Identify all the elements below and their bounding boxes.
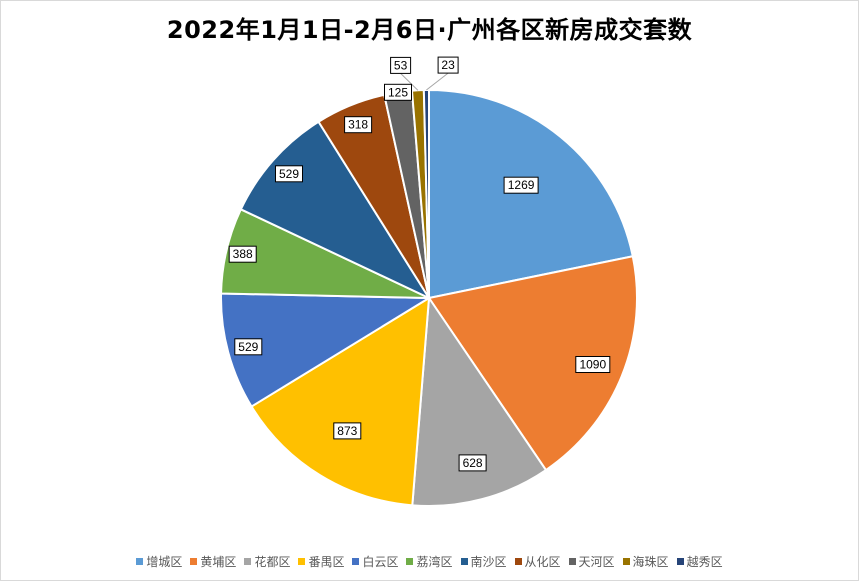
pie-slice-1 xyxy=(428,88,634,300)
svg-text:628: 628 xyxy=(463,456,483,470)
data-label-4: 873 xyxy=(333,422,362,440)
data-label-7: 529 xyxy=(275,165,303,183)
legend-swatch xyxy=(298,558,306,565)
legend-item-7: 南沙区 xyxy=(460,553,507,570)
legend-item-8: 从化区 xyxy=(514,553,561,570)
data-label-5: 529 xyxy=(234,338,263,356)
svg-text:388: 388 xyxy=(233,247,253,261)
legend: 增城区 黄埔区 花都区 番禺区 白云区 荔湾区 南沙区 从化区 天河区 海珠区 越秀区 xyxy=(0,553,859,570)
pie-slice-2 xyxy=(427,255,638,472)
legend-label: 天河区 xyxy=(578,555,615,569)
legend-label: 南沙区 xyxy=(470,555,507,569)
legend-swatch xyxy=(352,558,360,565)
legend-swatch xyxy=(676,558,684,565)
svg-text:53: 53 xyxy=(394,58,408,72)
legend-item-5: 白云区 xyxy=(352,553,398,570)
data-label-8: 318 xyxy=(344,116,373,134)
legend-label: 海珠区 xyxy=(632,555,669,569)
legend-swatch xyxy=(190,558,198,565)
data-label-2: 1090 xyxy=(575,356,611,373)
legend-item-2: 黄埔区 xyxy=(190,553,236,570)
svg-text:1090: 1090 xyxy=(579,358,606,372)
legend-swatch xyxy=(136,558,144,565)
svg-text:125: 125 xyxy=(388,85,408,99)
legend-swatch xyxy=(460,558,468,565)
legend-item-4: 番禺区 xyxy=(298,553,344,570)
leader-line-10 xyxy=(400,73,419,91)
data-label-6: 388 xyxy=(228,245,257,263)
svg-text:1269: 1269 xyxy=(508,178,535,192)
legend-label: 越秀区 xyxy=(686,555,723,569)
svg-text:318: 318 xyxy=(348,118,368,132)
legend-item-10: 海珠区 xyxy=(622,553,669,570)
svg-text:23: 23 xyxy=(441,58,455,72)
legend-label: 番禺区 xyxy=(308,555,345,569)
data-label-11: 23 xyxy=(437,56,459,74)
data-label-1: 1269 xyxy=(503,176,539,194)
leader-line-11 xyxy=(426,72,449,91)
pie-slice-5 xyxy=(220,292,433,408)
chart-title: 2022年1月1日-2月6日·广州各区新房成交套数 xyxy=(166,16,693,44)
pie-chart: 1269 1090 628 873 529 388 529 318 125 53 23 xyxy=(220,56,638,507)
legend-item-6: 荔湾区 xyxy=(406,553,453,570)
data-label-3: 628 xyxy=(458,454,487,472)
legend-swatch xyxy=(568,558,576,565)
svg-text:873: 873 xyxy=(337,424,357,438)
svg-text:529: 529 xyxy=(238,340,258,354)
data-label-10: 53 xyxy=(390,56,412,74)
legend-label: 增城区 xyxy=(146,555,183,569)
legend-label: 从化区 xyxy=(524,555,561,569)
legend-label: 荔湾区 xyxy=(416,555,453,569)
svg-text:529: 529 xyxy=(279,167,299,181)
legend-item-1: 增城区 xyxy=(136,553,182,570)
pie-slice-3 xyxy=(411,295,548,507)
data-label-9: 125 xyxy=(384,83,412,101)
legend-swatch xyxy=(244,558,252,565)
legend-label: 花都区 xyxy=(254,555,291,569)
legend-label: 黄埔区 xyxy=(200,555,237,569)
legend-swatch xyxy=(622,558,630,565)
pie-slice-4 xyxy=(250,296,431,507)
legend-swatch xyxy=(406,558,414,565)
legend-label: 白云区 xyxy=(362,555,399,569)
legend-item-11: 越秀区 xyxy=(676,553,723,570)
legend-item-3: 花都区 xyxy=(244,553,290,570)
legend-item-9: 天河区 xyxy=(568,553,615,570)
legend-swatch xyxy=(514,558,522,565)
